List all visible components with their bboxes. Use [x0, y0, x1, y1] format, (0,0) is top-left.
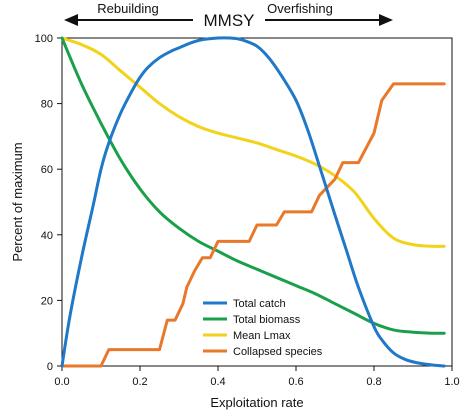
banner: Rebuilding Overfishing MMSY — [64, 1, 393, 30]
x-tick-label: 0.0 — [54, 376, 69, 388]
right-arrow-head — [379, 14, 393, 26]
x-tick-label: 0.6 — [288, 376, 303, 388]
series-layer — [60, 36, 446, 368]
plot-frame — [61, 37, 453, 367]
legend-label: Mean Lmax — [233, 330, 291, 342]
series-line-total-biomass — [60, 36, 446, 335]
legend-label: Total biomass — [233, 314, 301, 326]
legend: Total catch Total biomass Mean Lmax Collaps… — [203, 298, 323, 358]
series-line-mean-lmax — [60, 36, 446, 248]
y-axis: 0 20 40 60 80 100 — [35, 33, 62, 373]
left-arrow-head — [64, 14, 78, 26]
series-line-collapsed-species — [60, 82, 446, 368]
y-tick-label: 60 — [41, 164, 53, 176]
chart-title: MMSY — [204, 11, 255, 30]
y-tick-label: 40 — [41, 230, 53, 242]
y-axis-title: Percent of maximum — [10, 142, 25, 261]
x-tick-label: 0.8 — [366, 376, 381, 388]
y-tick-label: 20 — [41, 295, 53, 307]
x-axis-title: Exploitation rate — [210, 395, 303, 410]
x-tick-label: 1.0 — [444, 376, 459, 388]
legend-label: Collapsed species — [233, 346, 323, 358]
y-tick-label: 100 — [35, 33, 53, 45]
x-tick-label: 0.2 — [132, 376, 147, 388]
legend-label: Total catch — [233, 298, 286, 310]
y-tick-label: 0 — [47, 361, 53, 373]
right-arrow-label: Overfishing — [267, 1, 333, 16]
x-axis: 0.0 0.2 0.4 0.6 0.8 1.0 — [54, 366, 460, 388]
y-tick-label: 80 — [41, 99, 53, 111]
series-line-total-catch — [60, 36, 446, 368]
x-tick-label: 0.4 — [210, 376, 225, 388]
left-arrow-label: Rebuilding — [97, 1, 158, 16]
